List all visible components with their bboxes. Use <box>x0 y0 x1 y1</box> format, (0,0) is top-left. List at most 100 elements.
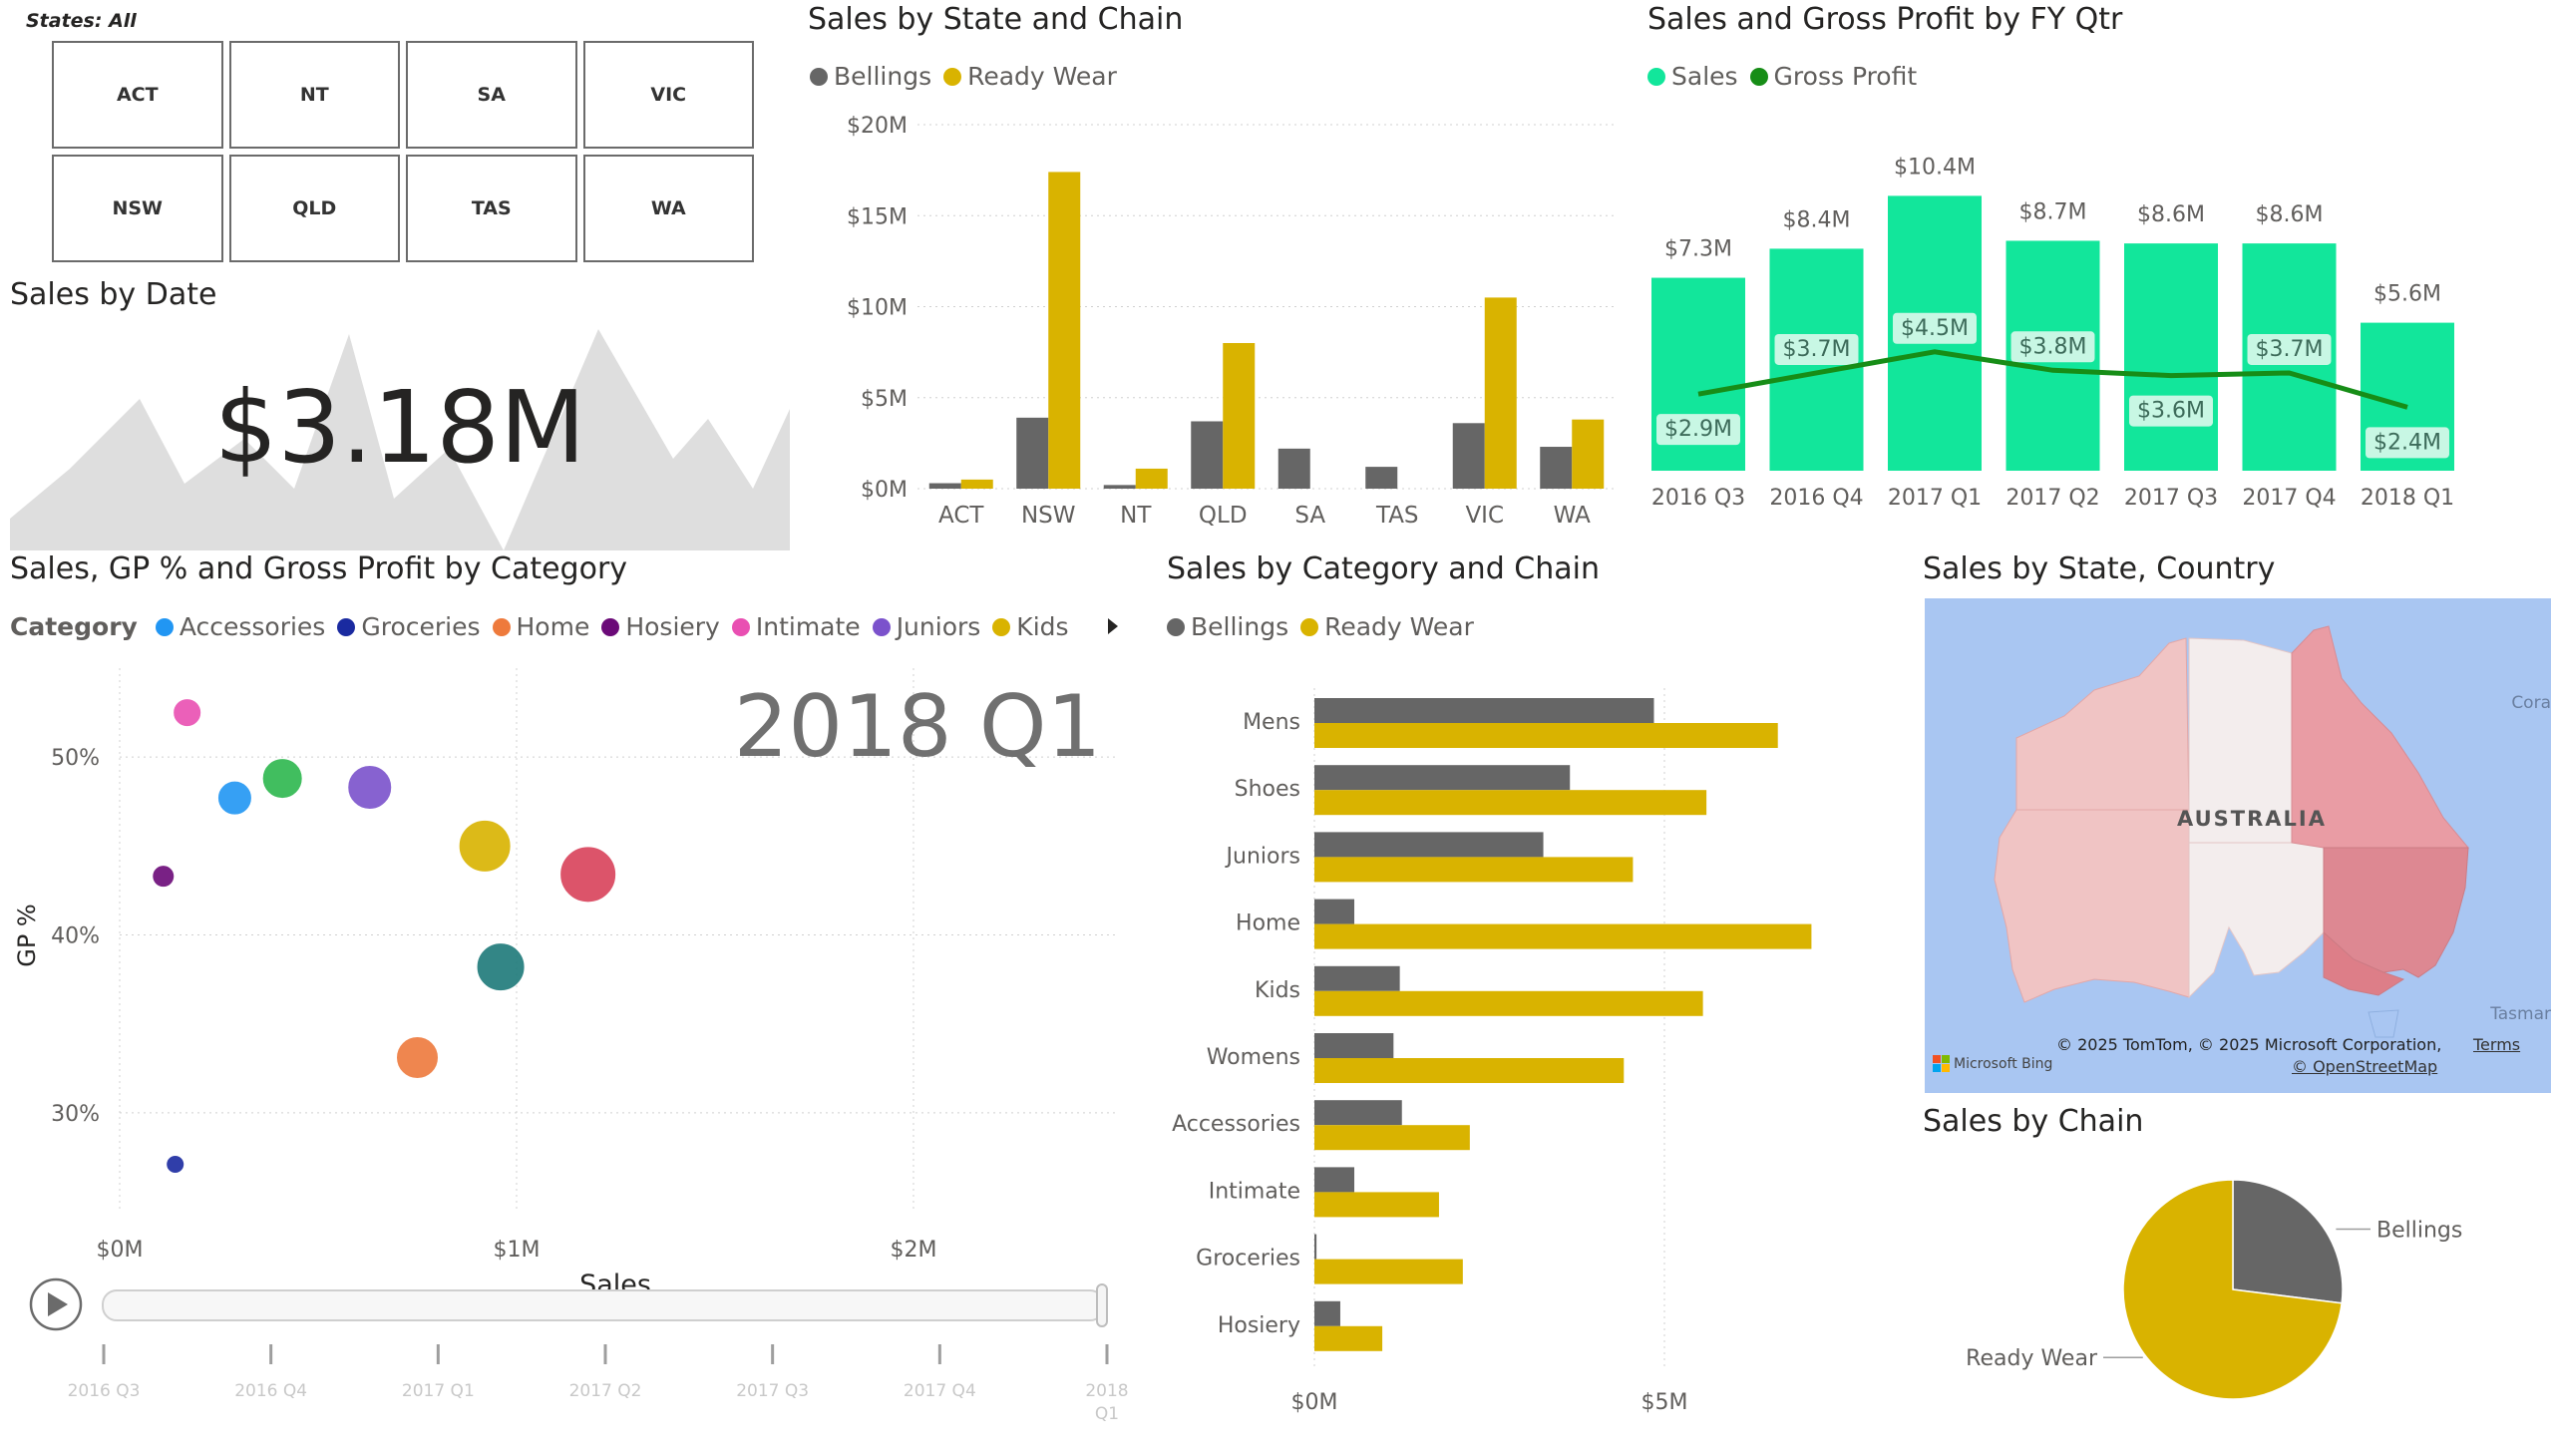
legend-item-intimate[interactable]: Intimate <box>731 612 861 641</box>
y-tick-label: 50% <box>51 746 100 771</box>
slicer-button-act[interactable]: ACT <box>52 41 223 149</box>
legend-item-bellings[interactable]: Bellings <box>1167 612 1288 641</box>
bar-ready-wear-act[interactable] <box>960 479 993 489</box>
pie-slice-bellings[interactable] <box>2232 1179 2344 1304</box>
scatter-point-6[interactable] <box>152 865 176 889</box>
bar-bellings-accessories[interactable] <box>1314 1100 1402 1126</box>
legend-item-sales[interactable]: Sales <box>1647 62 1738 91</box>
bar-ready-wear-accessories[interactable] <box>1314 1125 1470 1151</box>
legend-dot-icon <box>1167 617 1185 636</box>
timeline-handle[interactable] <box>1096 1283 1108 1327</box>
bar-ready-wear-hosiery[interactable] <box>1314 1325 1383 1351</box>
slicer-button-qld[interactable]: QLD <box>228 155 400 262</box>
legend-label: Hosiery <box>625 612 720 641</box>
legend-item-bellings[interactable]: Bellings <box>810 62 931 91</box>
x-tick-label: QLD <box>1199 503 1248 529</box>
legend-item-home[interactable]: Home <box>492 612 590 641</box>
legend-next-arrow-icon[interactable] <box>1105 615 1121 637</box>
slicer-button-tas[interactable]: TAS <box>406 155 577 262</box>
scatter-point-3[interactable] <box>347 764 393 810</box>
bar-ready-wear-qld[interactable] <box>1223 343 1256 489</box>
bar-bellings-kids[interactable] <box>1314 965 1400 991</box>
legend-item-gross-profit[interactable]: Gross Profit <box>1749 62 1917 91</box>
legend-item-kids[interactable]: Kids <box>992 612 1069 641</box>
bar-ready-wear-wa[interactable] <box>1572 419 1605 489</box>
scatter-point-8[interactable] <box>396 1036 439 1080</box>
slicer-button-nt[interactable]: NT <box>228 41 400 149</box>
bar-bellings-tas[interactable] <box>1365 467 1398 489</box>
bar-bellings-mens[interactable] <box>1314 698 1654 723</box>
legend-label: Bellings <box>1191 612 1289 641</box>
slicer-button-vic[interactable]: VIC <box>582 41 754 149</box>
timeline-label[interactable]: 2017 Q2 <box>569 1381 642 1401</box>
map-terms-link[interactable]: Terms <box>2473 1035 2521 1054</box>
timeline-label[interactable]: 2017 Q3 <box>736 1381 809 1401</box>
sales-bar-4[interactable] <box>2124 243 2218 471</box>
bar-bellings-vic[interactable] <box>1452 423 1485 489</box>
legend-item-juniors[interactable]: Juniors <box>872 612 980 641</box>
category-label: Hosiery <box>1218 1313 1300 1338</box>
bar-ready-wear-kids[interactable] <box>1314 990 1703 1016</box>
x-tick-label: 2018 Q1 <box>2361 486 2454 511</box>
bar-ready-wear-mens[interactable] <box>1314 723 1778 748</box>
bar-bellings-juniors[interactable] <box>1314 832 1544 858</box>
legend-item-ready-wear[interactable]: Ready Wear <box>943 62 1117 91</box>
timeline-label[interactable]: Q1 <box>1095 1404 1119 1424</box>
pie-slice-ready-wear[interactable] <box>2122 1179 2343 1400</box>
timeline-label[interactable]: 2016 Q4 <box>234 1381 307 1401</box>
map-canvas: AUSTRALIA Cora Tasmar <box>1925 598 2551 1093</box>
bar-ready-wear-groceries[interactable] <box>1314 1259 1463 1284</box>
legend-label: Groceries <box>361 612 481 641</box>
bar-bellings-home[interactable] <box>1314 899 1355 924</box>
legend-item-ready-wear[interactable]: Ready Wear <box>1300 612 1474 641</box>
bar-bellings-act[interactable] <box>928 483 961 489</box>
scatter-point-2[interactable] <box>261 758 303 800</box>
gross-profit-line[interactable] <box>1697 349 2408 410</box>
slicer-button-wa[interactable]: WA <box>582 155 754 262</box>
category-label: Shoes <box>1235 777 1300 802</box>
bar-bellings-hosiery[interactable] <box>1314 1300 1340 1326</box>
legend-item-hosiery[interactable]: Hosiery <box>601 612 720 641</box>
scatter-point-4[interactable] <box>458 819 512 873</box>
bar-ready-wear-intimate[interactable] <box>1314 1192 1439 1218</box>
legend-dot-icon <box>337 617 356 636</box>
bar-ready-wear-womens[interactable] <box>1314 1058 1625 1083</box>
x-tick-label: ACT <box>938 503 984 529</box>
legend-item-accessories[interactable]: Accessories <box>155 612 325 641</box>
bar-bellings-nt[interactable] <box>1103 485 1136 489</box>
bar-bellings-groceries[interactable] <box>1314 1234 1317 1260</box>
scatter-point-1[interactable] <box>216 780 252 816</box>
scatter-point-5[interactable] <box>559 846 617 904</box>
bar-bellings-intimate[interactable] <box>1314 1167 1355 1193</box>
legend-label: Home <box>516 612 590 641</box>
australia-map[interactable]: AUSTRALIA Cora Tasmar Microsoft Bing © 2… <box>1925 598 2551 1093</box>
chain-pie-title: Sales by Chain <box>1923 1104 2144 1139</box>
legend-item-groceries[interactable]: Groceries <box>337 612 481 641</box>
slicer-button-sa[interactable]: SA <box>406 41 577 149</box>
bar-bellings-sa[interactable] <box>1277 448 1310 489</box>
bar-ready-wear-nt[interactable] <box>1135 468 1168 489</box>
sales-by-date-card[interactable]: $3.18M <box>10 329 790 550</box>
scatter-point-0[interactable] <box>173 698 202 728</box>
timeline-label[interactable]: 2017 Q4 <box>904 1381 976 1401</box>
timeline-label[interactable]: 2017 Q1 <box>402 1381 475 1401</box>
map-osm-link[interactable]: © OpenStreetMap <box>2292 1057 2438 1076</box>
scatter-point-7[interactable] <box>476 942 526 992</box>
bar-bellings-wa[interactable] <box>1540 447 1573 489</box>
bar-ready-wear-nsw[interactable] <box>1048 172 1081 489</box>
timeline-label[interactable]: 2016 Q3 <box>68 1381 141 1401</box>
timeline-track[interactable] <box>102 1289 1105 1321</box>
bar-ready-wear-home[interactable] <box>1314 923 1812 949</box>
bar-bellings-qld[interactable] <box>1191 421 1224 489</box>
slicer-button-nsw[interactable]: NSW <box>52 155 223 262</box>
bar-ready-wear-vic[interactable] <box>1484 297 1517 489</box>
legend-label: Bellings <box>834 62 932 91</box>
scatter-point-9[interactable] <box>166 1155 185 1175</box>
timeline-label[interactable]: 2018 <box>1085 1381 1128 1401</box>
bar-bellings-shoes[interactable] <box>1314 765 1571 791</box>
bar-ready-wear-shoes[interactable] <box>1314 790 1707 816</box>
bar-ready-wear-juniors[interactable] <box>1314 857 1634 883</box>
bar-bellings-womens[interactable] <box>1314 1033 1394 1058</box>
bar-bellings-nsw[interactable] <box>1016 417 1049 489</box>
